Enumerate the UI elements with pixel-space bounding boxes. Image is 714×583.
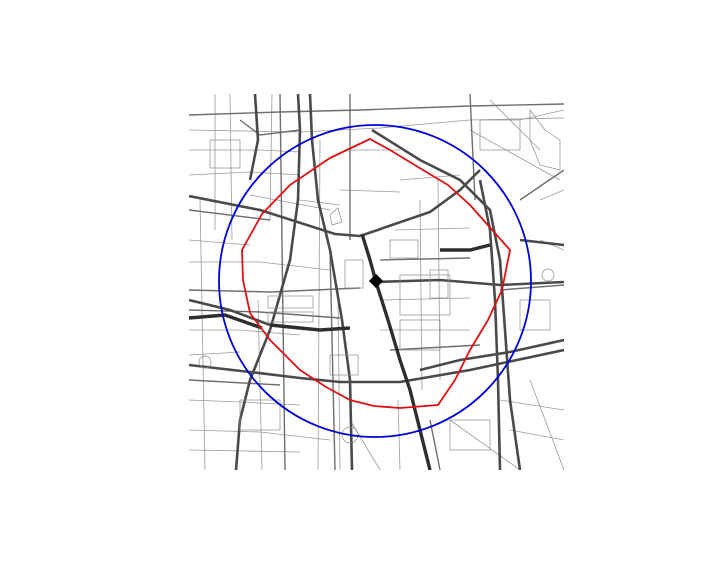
- building-footprints: [198, 108, 561, 451]
- street-network: [189, 94, 564, 470]
- main-roads: [189, 94, 564, 470]
- isochrone-polygon: [241, 138, 511, 409]
- center-point-marker: [368, 273, 384, 289]
- primary-corridors: [189, 233, 491, 470]
- buffer-circle: [218, 124, 532, 438]
- secondary-streets: [189, 94, 564, 470]
- minor-streets: [189, 94, 564, 470]
